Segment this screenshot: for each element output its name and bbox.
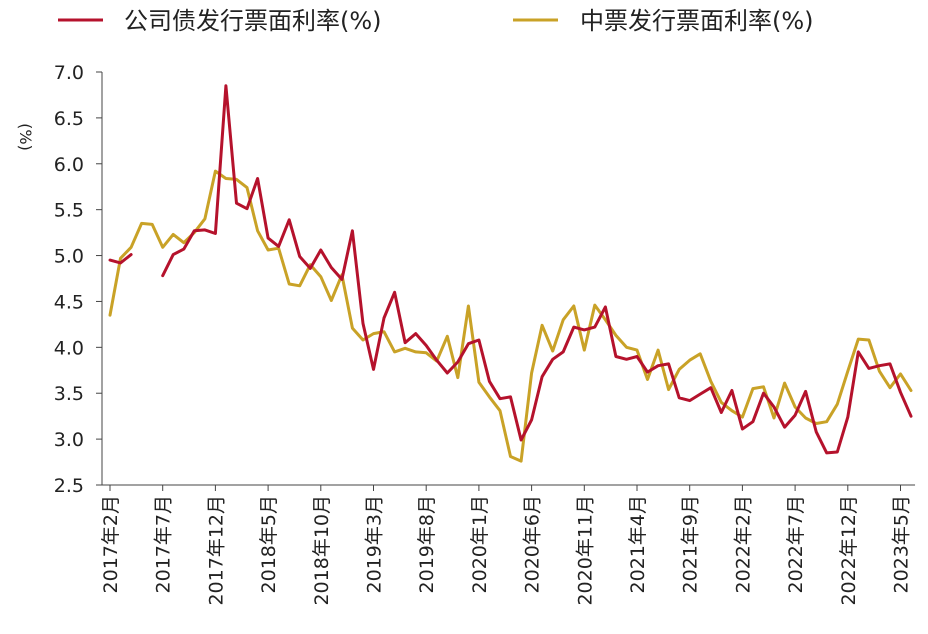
y-tick-label: 4.0 <box>54 337 84 359</box>
x-tick-label: 2017年12月 <box>205 495 227 606</box>
x-tick-label: 2022年2月 <box>732 495 754 593</box>
x-tick-label: 2022年7月 <box>785 495 807 593</box>
legend: 公司债发行票面利率(%) 中票发行票面利率(%) <box>58 7 814 35</box>
x-tick-label: 2021年9月 <box>680 495 702 593</box>
y-tick-label: 2.5 <box>54 475 84 497</box>
x-tick-label: 2019年8月 <box>416 495 438 593</box>
legend-label-mtn: 中票发行票面利率(%) <box>580 7 814 35</box>
y-tick-label: 3.5 <box>54 383 84 405</box>
y-axis-unit-label: (%) <box>16 123 35 151</box>
x-tick-label: 2018年10月 <box>311 495 333 606</box>
y-tick-label: 5.0 <box>54 246 84 268</box>
y-tick-label: 5.5 <box>54 200 84 222</box>
y-axis: 7.0 6.5 6.0 5.5 5.0 4.5 4.0 3.5 3.0 2.5 <box>54 62 103 497</box>
x-tick-label: 2017年7月 <box>153 495 175 593</box>
y-tick-label: 7.0 <box>54 62 84 84</box>
x-axis: 2017年2月 2017年7月 2017年12月 2018年5月 2018年10月 201… <box>100 484 916 606</box>
series-line-corporate-bond <box>108 84 913 455</box>
legend-label-corporate-bond: 公司债发行票面利率(%) <box>124 7 382 35</box>
x-tick-label: 2018年5月 <box>258 495 280 593</box>
y-tick-label: 4.5 <box>54 291 84 313</box>
x-tick-label: 2019年3月 <box>364 495 386 593</box>
series-layer <box>108 84 913 463</box>
x-tick-label: 2020年11月 <box>574 495 596 606</box>
x-tick-label: 2022年12月 <box>838 495 860 606</box>
x-tick-label: 2023年5月 <box>891 495 913 593</box>
y-tick-label: 6.5 <box>54 108 84 130</box>
y-tick-label: 6.0 <box>54 154 84 176</box>
x-tick-label: 2020年6月 <box>522 495 544 593</box>
x-tick-label: 2020年1月 <box>469 495 491 593</box>
y-tick-label: 3.0 <box>54 429 84 451</box>
x-tick-label: 2021年4月 <box>627 495 649 593</box>
x-tick-label: 2017年2月 <box>100 495 122 593</box>
series-line-mtn <box>108 169 913 463</box>
